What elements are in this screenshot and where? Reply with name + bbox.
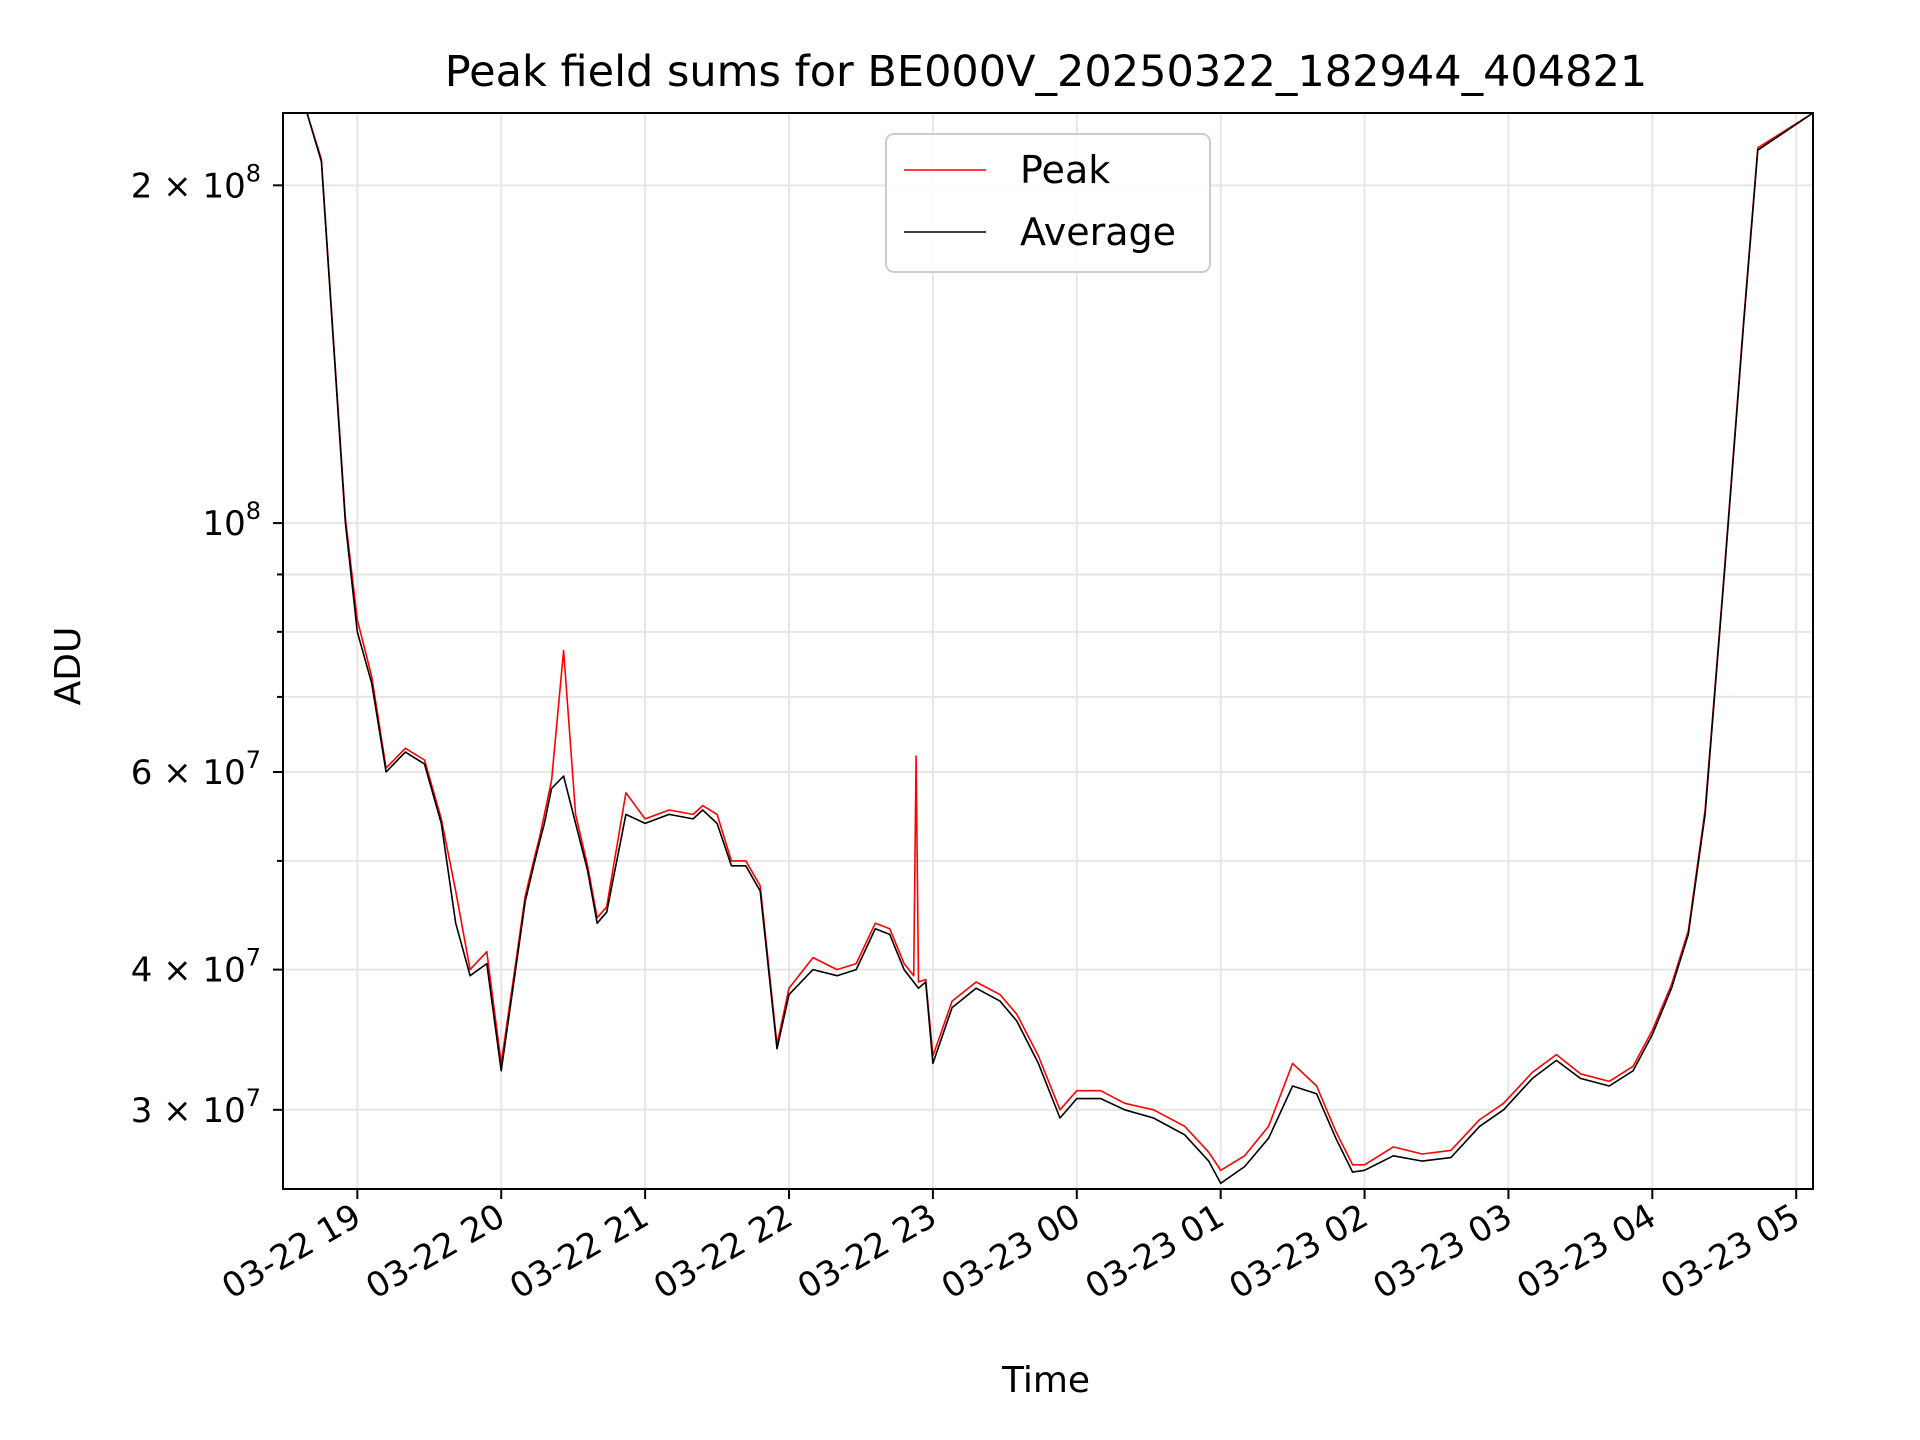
legend-box [885, 133, 1211, 273]
grid-lines [283, 113, 1813, 1189]
axis-ticks [273, 184, 1798, 1199]
y-tick-label: 6 × 107 [131, 746, 261, 793]
y-tick-label: 4 × 107 [131, 944, 261, 991]
series-line-average [283, 112, 1814, 1185]
y-tick-label: 108 [202, 497, 261, 544]
x-axis-label: Time [1001, 1360, 1090, 1401]
legend: Peak Average [885, 133, 1211, 273]
series-line-peak [283, 112, 1814, 1172]
series-layer [283, 112, 1814, 1185]
chart-title: Peak field sums for BE000V_20250322_1829… [445, 47, 1647, 97]
y-tick-label: 3 × 107 [131, 1084, 261, 1131]
legend-label-average: Average [1020, 210, 1176, 254]
y-axis-label: ADU [48, 627, 89, 706]
plot-frame [282, 112, 1814, 1190]
legend-label-peak: Peak [1020, 148, 1110, 192]
y-tick-labels: 2 × 108 108 6 × 107 4 × 107 3 × 107 [131, 159, 261, 1130]
y-tick-label: 2 × 108 [131, 159, 261, 206]
